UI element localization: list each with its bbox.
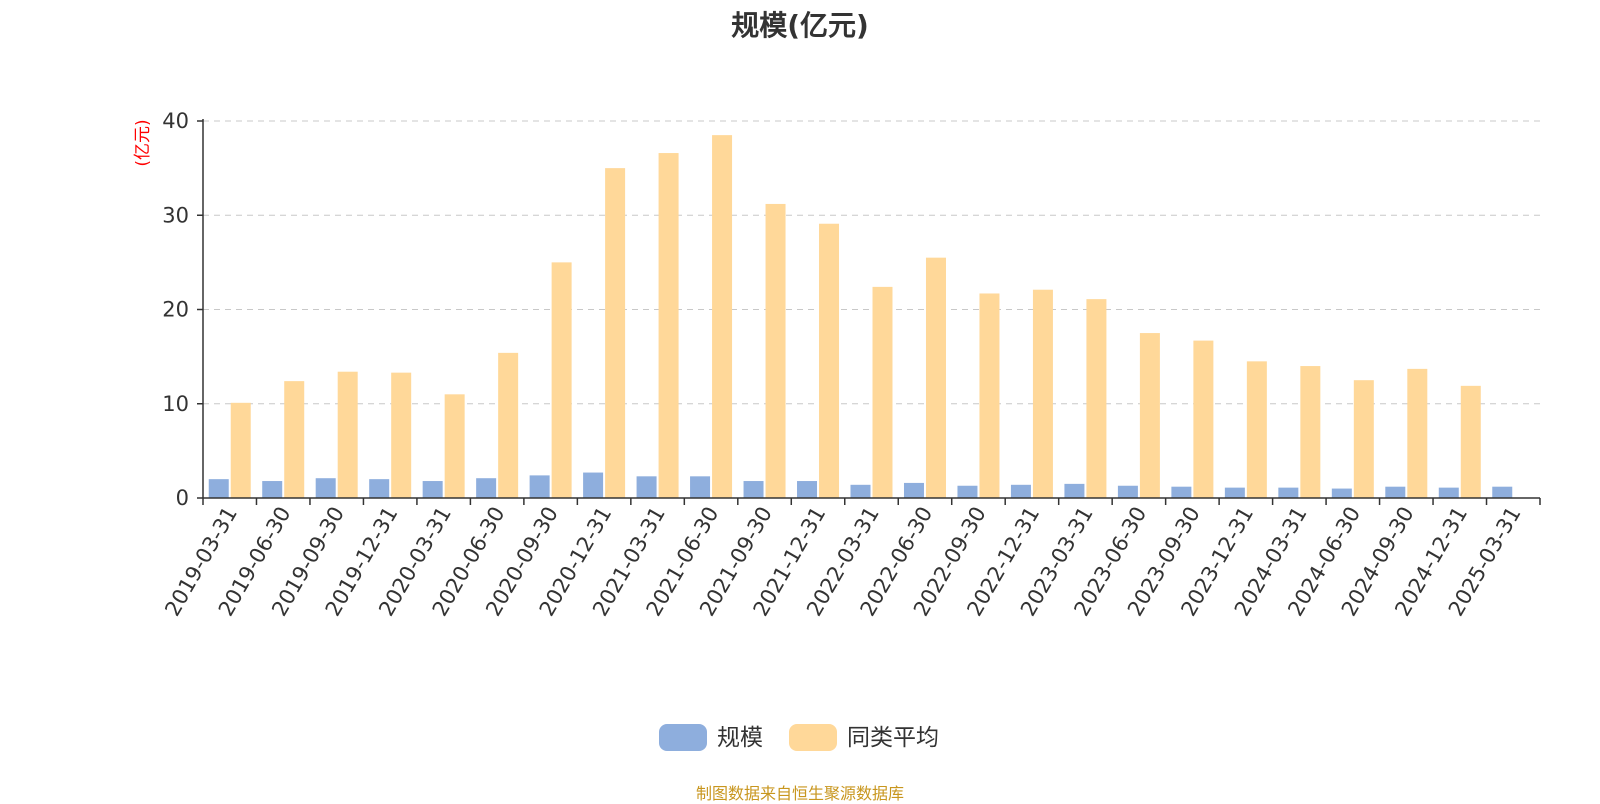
y-tick-label: 40: [162, 109, 189, 133]
scale-bar[interactable]: [476, 478, 497, 498]
scale-bar[interactable]: [583, 472, 604, 498]
legend-label[interactable]: 规模: [717, 725, 763, 751]
scale-bar[interactable]: [1010, 484, 1031, 498]
scale-bar[interactable]: [1278, 487, 1299, 498]
avg-bar[interactable]: [1086, 299, 1107, 498]
avg-bar[interactable]: [605, 168, 626, 498]
scale-bar[interactable]: [369, 479, 390, 498]
data-source-note: 制图数据来自恒生聚源数据库: [695, 784, 904, 803]
x-tick-labels: 2019-03-312019-06-302019-09-302019-12-31…: [160, 502, 1525, 620]
y-tick-label: 20: [162, 298, 189, 322]
avg-bar[interactable]: [498, 352, 519, 498]
y-axis-unit-label: (亿元): [133, 119, 153, 166]
avg-bar[interactable]: [765, 203, 786, 498]
avg-bar[interactable]: [337, 371, 358, 498]
avg-bar[interactable]: [1353, 380, 1374, 498]
grid-lines: [203, 120, 1540, 405]
avg-bar[interactable]: [230, 402, 251, 498]
scale-bar[interactable]: [1438, 487, 1459, 498]
scale-bar[interactable]: [529, 475, 550, 498]
avg-bar[interactable]: [1246, 361, 1267, 498]
bars: [208, 135, 1513, 499]
avg-bar[interactable]: [658, 153, 679, 499]
avg-bar[interactable]: [444, 394, 465, 498]
avg-bar[interactable]: [1460, 385, 1481, 498]
legend-swatch[interactable]: [789, 724, 837, 751]
scale-bar[interactable]: [1224, 487, 1245, 498]
scale-bar[interactable]: [797, 481, 818, 498]
scale-bar[interactable]: [1385, 486, 1406, 498]
chart-title: 规模(亿元): [731, 9, 869, 42]
legend-swatch[interactable]: [659, 724, 707, 751]
legend[interactable]: 规模 同类平均: [659, 724, 939, 751]
scale-bar[interactable]: [208, 479, 229, 498]
avg-bar[interactable]: [551, 262, 572, 498]
avg-bar[interactable]: [391, 372, 412, 498]
avg-bar[interactable]: [712, 135, 733, 498]
avg-bar[interactable]: [1300, 366, 1321, 498]
scale-bar[interactable]: [690, 476, 711, 498]
avg-bar[interactable]: [979, 293, 1000, 498]
y-tick-label: 30: [162, 203, 189, 227]
scale-bar[interactable]: [743, 481, 764, 498]
avg-bar[interactable]: [819, 223, 840, 499]
axes: [197, 119, 1541, 505]
y-tick-label: 10: [162, 392, 189, 416]
scale-bar[interactable]: [957, 485, 978, 498]
scale-bar[interactable]: [636, 476, 657, 498]
scale-bar[interactable]: [262, 481, 283, 498]
avg-bar[interactable]: [1139, 333, 1160, 498]
y-tick-labels: 0 10 20 30 40: [162, 109, 189, 510]
y-tick-label: 0: [176, 486, 189, 510]
avg-bar[interactable]: [925, 257, 946, 498]
scale-bar[interactable]: [315, 478, 336, 498]
scale-bar[interactable]: [850, 484, 871, 498]
scale-bar[interactable]: [1331, 488, 1352, 498]
bar-chart: 0 10 20 30 40 2019-03-312019-06-302019-09-30…: [133, 109, 1541, 751]
scale-bar[interactable]: [1492, 486, 1513, 498]
avg-bar[interactable]: [1193, 340, 1214, 498]
scale-bar[interactable]: [1117, 485, 1138, 498]
avg-bar[interactable]: [1032, 289, 1053, 498]
scale-bar[interactable]: [1171, 486, 1192, 498]
scale-bar[interactable]: [903, 482, 924, 498]
scale-bar[interactable]: [422, 481, 443, 498]
avg-bar[interactable]: [872, 286, 893, 498]
scale-bar[interactable]: [1064, 483, 1085, 498]
avg-bar[interactable]: [284, 381, 305, 498]
avg-bar[interactable]: [1407, 368, 1428, 498]
legend-label[interactable]: 同类平均: [847, 725, 939, 751]
